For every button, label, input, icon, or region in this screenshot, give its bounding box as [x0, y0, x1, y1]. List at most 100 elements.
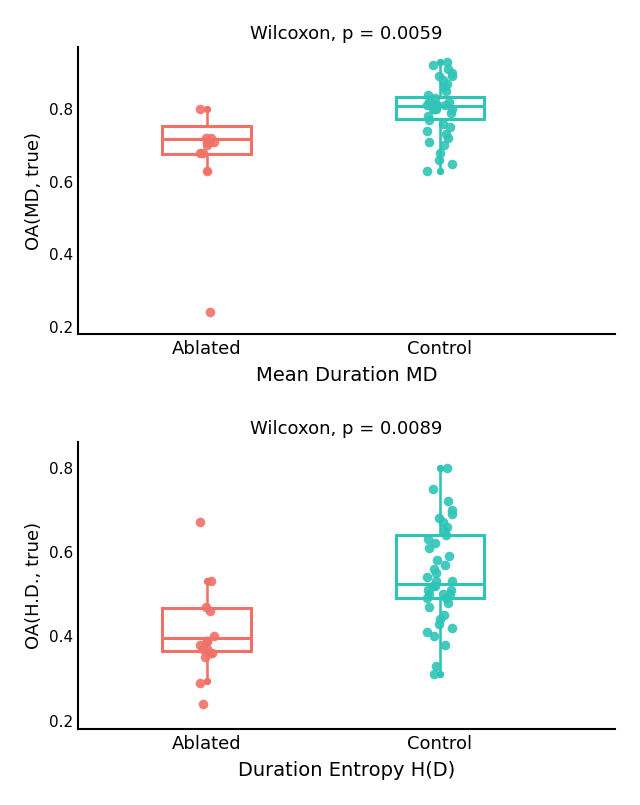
Point — [200, 601, 211, 613]
Point — [431, 99, 442, 112]
Point — [440, 99, 450, 112]
Point — [428, 482, 438, 495]
Point — [442, 520, 452, 533]
Point — [440, 638, 451, 651]
Point — [435, 147, 445, 159]
Point — [209, 135, 220, 148]
Point — [428, 630, 438, 642]
Point — [444, 550, 454, 563]
Point — [202, 139, 212, 152]
Point — [430, 102, 440, 115]
Point — [435, 56, 445, 68]
Point — [438, 73, 448, 86]
Point — [423, 88, 433, 101]
Point — [422, 592, 433, 605]
Point — [447, 503, 457, 516]
Point — [435, 164, 445, 177]
Point — [428, 59, 438, 72]
Point — [198, 147, 208, 159]
X-axis label: Duration Entropy H(D): Duration Entropy H(D) — [238, 761, 455, 780]
Point — [444, 495, 454, 508]
Point — [435, 461, 445, 474]
Point — [445, 588, 455, 601]
Point — [447, 507, 457, 520]
Point — [422, 164, 432, 177]
Bar — [163, 608, 251, 651]
Point — [206, 132, 216, 145]
Point — [202, 102, 212, 115]
Point — [430, 659, 440, 672]
Point — [431, 554, 442, 567]
Point — [424, 114, 434, 126]
Point — [447, 102, 457, 115]
Point — [202, 674, 212, 687]
Point — [202, 164, 212, 177]
Point — [447, 621, 457, 634]
Point — [441, 592, 451, 605]
Point — [428, 580, 438, 592]
Point — [429, 563, 439, 576]
Point — [442, 461, 452, 474]
Point — [442, 56, 452, 68]
Point — [428, 102, 438, 115]
Point — [442, 77, 452, 90]
Point — [447, 157, 457, 170]
Point — [205, 135, 216, 148]
Point — [206, 575, 216, 588]
Point — [439, 139, 449, 152]
Point — [435, 154, 445, 167]
Point — [423, 110, 433, 123]
Point — [422, 125, 433, 138]
Point — [439, 609, 449, 621]
X-axis label: Mean Duration MD: Mean Duration MD — [256, 366, 437, 385]
Point — [205, 605, 216, 617]
Title: Wilcoxon, p = 0.0059: Wilcoxon, p = 0.0059 — [250, 25, 443, 43]
Bar — [163, 126, 251, 155]
Point — [434, 70, 444, 83]
Point — [431, 575, 442, 588]
Point — [438, 516, 448, 529]
Point — [424, 135, 434, 148]
Point — [202, 575, 212, 588]
Point — [441, 128, 451, 141]
Point — [434, 512, 444, 525]
Point — [424, 601, 434, 613]
Bar — [396, 535, 484, 598]
Point — [202, 634, 212, 647]
Point — [209, 630, 220, 642]
Point — [445, 584, 456, 597]
Title: Wilcoxon, p = 0.0089: Wilcoxon, p = 0.0089 — [250, 420, 443, 438]
Point — [195, 147, 205, 159]
Point — [435, 668, 445, 681]
Point — [205, 646, 215, 659]
Point — [207, 646, 217, 659]
Point — [200, 651, 210, 664]
Point — [440, 85, 451, 97]
Point — [423, 533, 433, 546]
Point — [195, 516, 205, 529]
Point — [429, 537, 440, 550]
Point — [438, 524, 449, 537]
Point — [429, 92, 440, 105]
Point — [429, 99, 439, 112]
Point — [202, 642, 212, 655]
Point — [431, 99, 441, 112]
Point — [440, 529, 451, 542]
Point — [438, 80, 449, 93]
Point — [444, 63, 454, 76]
Point — [195, 638, 205, 651]
Point — [438, 588, 449, 601]
Point — [438, 118, 449, 130]
Point — [202, 164, 212, 177]
Point — [422, 99, 433, 112]
Point — [447, 70, 457, 83]
Point — [435, 613, 445, 625]
Point — [198, 642, 208, 655]
Point — [429, 668, 440, 681]
Point — [195, 102, 205, 115]
Point — [430, 580, 440, 592]
Point — [424, 95, 434, 108]
Bar — [396, 97, 484, 119]
Point — [443, 132, 453, 145]
Point — [424, 588, 434, 601]
